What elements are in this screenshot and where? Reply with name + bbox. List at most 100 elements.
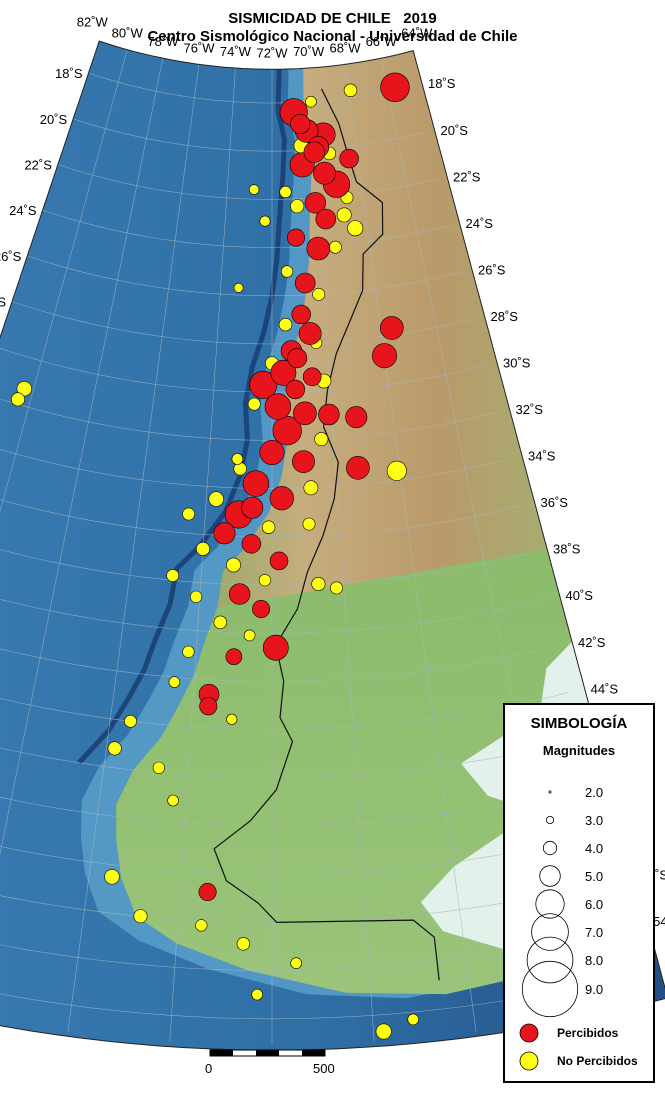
event-not-perceived	[247, 397, 261, 411]
event-not-perceived	[279, 185, 292, 199]
longitude-label: 72˚W	[256, 45, 288, 60]
magnitude-symbol	[539, 865, 561, 887]
event-perceived	[213, 522, 236, 545]
event-perceived	[241, 496, 264, 519]
event-perceived	[313, 161, 336, 185]
event-perceived	[298, 322, 322, 345]
event-not-perceived	[152, 761, 165, 774]
event-not-perceived	[226, 713, 238, 725]
latitude-label-west: 22˚S	[24, 158, 52, 173]
legend-subtitle: Magnitudes	[542, 743, 616, 758]
international-border	[213, 88, 440, 981]
event-not-perceived	[375, 1023, 392, 1040]
parallel-line	[0, 804, 605, 875]
parallel-line	[0, 438, 510, 489]
parallel-line	[88, 72, 415, 104]
event-not-perceived	[226, 557, 241, 573]
event-perceived	[380, 72, 410, 103]
latitude-label-east: 24˚S	[466, 216, 494, 231]
event-not-perceived	[168, 676, 181, 688]
event-not-perceived	[305, 95, 317, 108]
magnitude-label: 6.0	[585, 897, 603, 912]
event-perceived	[292, 450, 315, 474]
meridian-line	[0, 49, 128, 991]
event-perceived	[269, 486, 294, 511]
perceived-key-symbol	[519, 1023, 539, 1043]
latitude-label-west: 24˚S	[9, 203, 37, 218]
event-not-perceived	[248, 184, 260, 195]
event-not-perceived	[259, 215, 271, 227]
parallel-line	[0, 849, 617, 923]
event-not-perceived	[303, 480, 319, 496]
event-perceived	[346, 455, 370, 480]
longitude-label: 82˚W	[77, 15, 109, 30]
longitude-label: 78˚W	[147, 34, 179, 49]
event-perceived	[315, 208, 337, 230]
parallel-line	[0, 392, 498, 441]
latitude-label-east: 54˚S	[653, 914, 665, 929]
event-perceived	[285, 379, 305, 400]
parallel-line	[0, 575, 546, 634]
event-perceived	[225, 648, 243, 666]
event-not-perceived	[190, 590, 203, 603]
events-perceived	[198, 72, 410, 901]
event-not-perceived	[330, 581, 343, 595]
not-perceived-key-symbol	[519, 1051, 539, 1071]
event-perceived	[241, 534, 262, 554]
event-not-perceived	[236, 937, 251, 951]
event-perceived	[290, 114, 311, 135]
event-perceived	[306, 236, 331, 261]
event-not-perceived	[347, 220, 364, 237]
scale-start-label: 0	[205, 1061, 212, 1076]
event-not-perceived	[233, 282, 244, 293]
longitude-labels: 82˚W80˚W78˚W 76˚W 74˚W 72˚W 70˚W 68˚W 66˚W64˚W	[77, 15, 433, 61]
magnitude-label: 5.0	[585, 869, 603, 884]
event-not-perceived	[258, 574, 272, 587]
event-perceived	[339, 148, 359, 169]
legend-box: SIMBOLOGÍA Magnitudes 2.0 3.0 4.0 5.0 6.0 7.0…	[503, 703, 655, 1083]
event-perceived	[304, 192, 327, 214]
parallel-line	[0, 621, 558, 682]
event-not-perceived	[213, 615, 228, 629]
latitude-label-east: 20˚S	[441, 123, 469, 138]
event-not-perceived	[302, 517, 316, 531]
event-not-perceived	[278, 317, 293, 332]
title-line-2: Centro Sismológico Nacional - Universida…	[147, 28, 518, 45]
magnitude-label: 2.0	[585, 785, 603, 800]
parallel-line	[0, 758, 593, 827]
event-not-perceived	[314, 432, 329, 447]
magnitude-symbol	[542, 840, 558, 856]
latitude-label-east: 40˚S	[566, 588, 594, 603]
event-perceived	[198, 882, 217, 901]
latitude-label-west: 28˚S	[0, 295, 6, 310]
event-not-perceived	[251, 988, 264, 1001]
event-not-perceived	[166, 569, 180, 582]
magnitude-label: 8.0	[585, 953, 603, 968]
latitude-label-east: 32˚S	[516, 402, 544, 417]
not-perceived-key-label: No Percibidos	[557, 1054, 638, 1068]
event-not-perceived	[208, 491, 224, 507]
event-perceived	[303, 141, 325, 163]
longitude-label: 80˚W	[112, 26, 144, 41]
event-perceived	[252, 599, 271, 618]
latitude-label-east: 42˚S	[578, 635, 606, 650]
event-not-perceived	[243, 629, 256, 642]
parallel-line	[0, 895, 629, 971]
latitude-label-east: 36˚S	[541, 495, 569, 510]
magnitude-label: 9.0	[585, 982, 603, 997]
longitude-label: 76˚W	[183, 40, 215, 55]
parallel-line	[0, 667, 569, 730]
meridian-line	[0, 58, 164, 1015]
event-perceived	[272, 415, 302, 446]
event-perceived	[259, 439, 285, 465]
parallel-line	[27, 255, 463, 297]
latitude-label-east: 30˚S	[503, 356, 531, 371]
parallel-line	[0, 941, 641, 1020]
magnitude-symbol	[546, 816, 555, 825]
longitude-label: 66˚W	[366, 34, 398, 49]
latitude-label-west: 26˚S	[0, 249, 22, 264]
event-not-perceived	[407, 1013, 420, 1026]
title-line-1: SISMICIDAD DE CHILE 2019	[228, 10, 437, 27]
parallel-line	[42, 209, 451, 248]
longitude-label: 64˚W	[401, 26, 433, 41]
